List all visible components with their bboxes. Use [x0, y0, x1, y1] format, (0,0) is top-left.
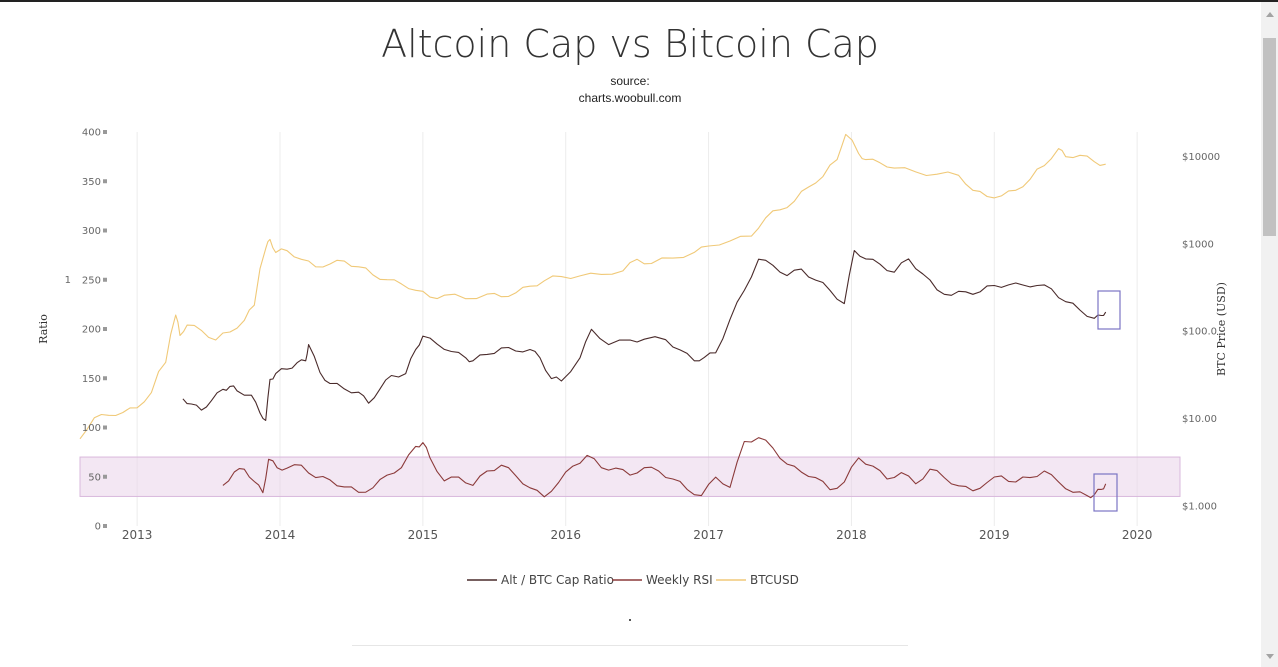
y-right-tick-label: $10.00 — [1182, 414, 1217, 425]
highlight-box-ratio — [1097, 290, 1121, 330]
y-left-tick-mark — [103, 376, 107, 381]
series-layer — [79, 133, 1107, 499]
y-left-tick-mark — [103, 130, 107, 134]
x-tick-label: 2018 — [836, 528, 867, 542]
y-left-axis-label: Ratio — [37, 314, 50, 344]
y-right-axis: $1.000 $10.00 $100.0 $1000 $10000 — [1182, 152, 1220, 513]
x-tick-label: 2020 — [1122, 528, 1153, 542]
y-left-tick-label: 100 — [82, 423, 101, 434]
series-line-btcusd — [79, 133, 1106, 440]
legend-label-btcusd: BTCUSD — [750, 573, 799, 587]
y-left-tick-mark — [103, 474, 107, 479]
scroll-thumb[interactable] — [1263, 38, 1276, 236]
rsi-band — [79, 456, 1181, 497]
chart-title: Altcoin Cap vs Bitcoin Cap — [381, 22, 879, 66]
series-line-alt-btc-cap-ratio — [182, 249, 1107, 421]
y-left-axis: 0 50 100 150 200 250 300 350 400 — [82, 128, 107, 533]
y-right-tick-label: $10000 — [1182, 152, 1220, 163]
x-tick-label: 2014 — [265, 528, 296, 542]
x-axis: 2013 2014 2015 2016 2017 2018 2019 2020 — [122, 528, 1153, 542]
y-right-tick-label: $100.0 — [1182, 327, 1217, 338]
y-left-tick-label: 0 — [95, 522, 101, 533]
y-left-tick-mark — [103, 425, 107, 430]
y-left-tick-label: 50 — [88, 472, 101, 483]
y-left-tick-label: 300 — [82, 226, 101, 237]
y-left-tick-mark — [103, 524, 107, 528]
x-tick-label: 2013 — [122, 528, 153, 542]
y-right-tick-label: $1.000 — [1182, 502, 1217, 513]
y-left-extra-label: 1 — [65, 275, 71, 286]
footer-divider — [352, 645, 908, 646]
x-tick-label: 2017 — [693, 528, 724, 542]
x-tick-label: 2016 — [550, 528, 581, 542]
highlight-box-rsi — [1093, 473, 1118, 512]
footer-dot — [629, 619, 631, 621]
y-left-tick-mark — [103, 327, 107, 331]
scroll-up-arrow-icon[interactable] — [1266, 12, 1274, 17]
legend-label-alt-btc-cap-ratio: Alt / BTC Cap Ratio — [501, 573, 614, 587]
y-right-tick-label: $1000 — [1182, 239, 1214, 250]
y-left-tick-label: 400 — [82, 128, 101, 139]
y-left-tick-label: 250 — [82, 275, 101, 286]
y-left-tick-label: 200 — [82, 325, 101, 336]
x-tick-label: 2019 — [979, 528, 1010, 542]
scroll-down-arrow-icon[interactable] — [1266, 654, 1274, 659]
y-left-tick-mark — [103, 179, 107, 184]
y-left-tick-label: 150 — [82, 374, 101, 385]
vertical-scrollbar[interactable] — [1261, 2, 1278, 667]
y-left-tick-mark — [103, 277, 107, 282]
y-right-axis-label: BTC Price (USD) — [1215, 282, 1228, 376]
legend: Alt / BTC Cap Ratio Weekly RSI BTCUSD — [467, 573, 799, 587]
chart-subtitle-url: charts.woobull.com — [579, 91, 682, 105]
x-tick-label: 2015 — [408, 528, 439, 542]
chart-subtitle-source: source: — [610, 74, 649, 88]
y-left-tick-mark — [103, 228, 107, 233]
y-left-tick-label: 350 — [82, 177, 101, 188]
series-line-weekly-rsi — [222, 437, 1107, 499]
legend-label-weekly-rsi: Weekly RSI — [646, 573, 713, 587]
